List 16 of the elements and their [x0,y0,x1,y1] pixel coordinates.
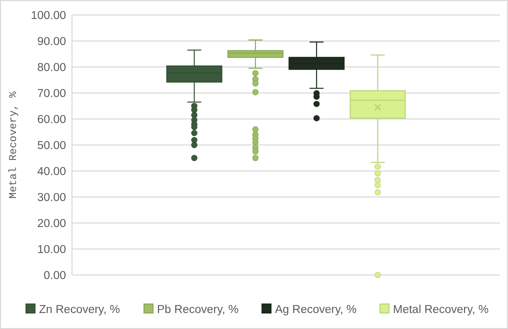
y-tick-label: 70.00 [37,88,66,100]
y-tick-label: 10.00 [37,244,66,256]
y-axis-title: Metal Recovery, % [8,90,20,199]
y-tick-label: 60.00 [37,114,66,126]
y-tick-label: 30.00 [37,192,66,204]
y-tick-label: 50.00 [37,140,66,152]
y-tick-label: 40.00 [37,166,66,178]
y-tick-label: 0.00 [44,270,66,282]
legend-label: Metal Recovery, % [393,304,489,316]
legend-label: Ag Recovery, % [275,304,357,316]
y-tick-label: 20.00 [37,218,66,230]
legend-label: Pb Recovery, % [157,304,239,316]
legend-label: Zn Recovery, % [39,304,120,316]
y-tick-label: 90.00 [37,36,66,48]
y-tick-label: 100.00 [30,10,66,22]
y-tick-label: 80.00 [37,62,66,74]
